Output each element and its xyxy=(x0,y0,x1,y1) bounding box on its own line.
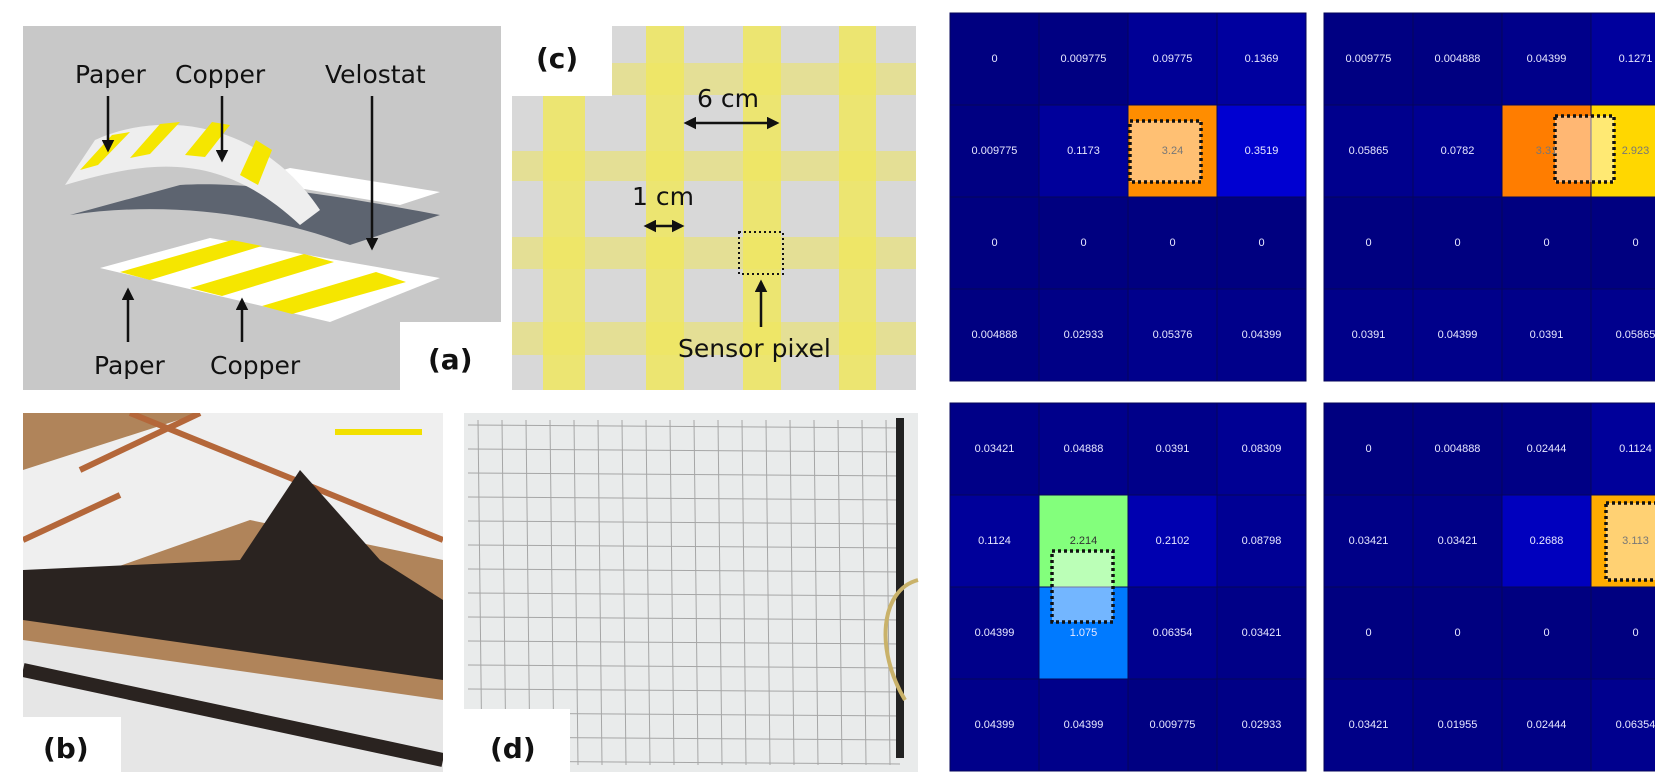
cell-value: 0.04399 xyxy=(1242,329,1282,341)
heatmap: 0 0.004888 0.02444 0.1124 0.03421 0.03421 0.26… xyxy=(1324,403,1655,771)
annotation: 1 cm xyxy=(632,182,694,211)
cell-value: 0.004888 xyxy=(1435,443,1481,455)
cell-value: 0.06354 xyxy=(1153,627,1193,639)
cell-value: 0.02933 xyxy=(1242,719,1282,731)
annotation: Sensor pixel xyxy=(678,334,831,363)
cell-value: 0 xyxy=(1365,237,1371,249)
cell-value: 0 xyxy=(1080,237,1086,249)
cell-value: 0.03421 xyxy=(1349,535,1389,547)
cell-value: 0 xyxy=(1365,627,1371,639)
heatmap-cell xyxy=(1591,197,1655,289)
panel-label: (c) xyxy=(536,42,578,75)
panel-label: (d) xyxy=(490,732,536,765)
cell-value: 0.09775 xyxy=(1153,53,1193,65)
cell-value: 3.24 xyxy=(1162,145,1183,157)
heatmap: 0.03421 0.04888 0.0391 0.08309 0.1124 2.214 0.… xyxy=(950,403,1306,771)
annotation: Copper xyxy=(210,351,301,380)
cell-value: 0.04399 xyxy=(1438,329,1478,341)
cell-value: 0.1271 xyxy=(1619,53,1653,65)
cell-value: 0.0391 xyxy=(1352,329,1386,341)
scale-bar xyxy=(335,429,422,435)
cell-value: 0.01955 xyxy=(1438,719,1478,731)
cell-value: 0.04399 xyxy=(975,627,1015,639)
cell-value: 0.009775 xyxy=(972,145,1018,157)
cell-value: 0.2688 xyxy=(1530,535,1564,547)
cell-value: 0.1124 xyxy=(978,535,1011,547)
cell-value: 0.04888 xyxy=(1064,443,1104,455)
cell-value: 0.04399 xyxy=(1527,53,1567,65)
cell-value: 0.08309 xyxy=(1242,443,1282,455)
cell-value: 0 xyxy=(1543,237,1549,249)
cell-value: 0.08798 xyxy=(1242,535,1282,547)
heatmaps: 0 0.009775 0.09775 0.1369 0.009775 0.1173 3.24… xyxy=(950,13,1655,771)
cell-value: 0.1124 xyxy=(1619,443,1652,455)
cell-value: 2.214 xyxy=(1070,535,1098,547)
cell-value: 0 xyxy=(991,53,997,65)
cell-value: 0 xyxy=(1169,237,1175,249)
cell-value: 0.05376 xyxy=(1153,329,1193,341)
panel-label: (a) xyxy=(428,343,473,376)
annotation: Paper xyxy=(75,60,147,89)
panel-c: (c) 6 cm 1 cm Sensor pixel xyxy=(512,26,916,390)
cell-value: 0.1173 xyxy=(1067,145,1100,157)
cell-value: 2.923 xyxy=(1622,145,1650,157)
press-overlay xyxy=(1052,551,1113,622)
cell-value: 0.03421 xyxy=(1349,719,1389,731)
cell-value: 0 xyxy=(1454,627,1460,639)
cell-value: 0.009775 xyxy=(1150,719,1196,731)
heatmap: 0.009775 0.004888 0.04399 0.1271 0.05865 0.07… xyxy=(1324,13,1655,381)
cell-value: 3.31 xyxy=(1536,145,1557,157)
cell-value: 0.0391 xyxy=(1156,443,1190,455)
cell-value: 0.03421 xyxy=(1242,627,1282,639)
cell-value: 1.075 xyxy=(1070,627,1098,639)
cell-value: 0 xyxy=(1632,627,1638,639)
cell-value: 0.03421 xyxy=(975,443,1015,455)
cell-value: 0.02444 xyxy=(1527,719,1567,731)
cell-value: 0 xyxy=(1258,237,1264,249)
cell-value: 0 xyxy=(1454,237,1460,249)
cell-value: 0.004888 xyxy=(972,329,1018,341)
cell-value: 0 xyxy=(1632,237,1638,249)
cell-value: 0.06354 xyxy=(1616,719,1655,731)
heatmap: 0 0.009775 0.09775 0.1369 0.009775 0.1173 3.24… xyxy=(950,13,1306,381)
panel-b: (b) xyxy=(23,413,443,773)
cell-value: 0.0391 xyxy=(1530,329,1564,341)
cell-value: 0 xyxy=(1543,627,1549,639)
panel-label: (b) xyxy=(43,732,89,765)
annotation: Paper xyxy=(94,351,166,380)
cell-value: 0.03421 xyxy=(1438,535,1478,547)
panel-d: (d) xyxy=(464,413,918,773)
annotation: Velostat xyxy=(325,60,426,89)
annotation: Copper xyxy=(175,60,266,89)
cell-value: 3.113 xyxy=(1622,535,1649,547)
cell-value: 0.02444 xyxy=(1527,443,1567,455)
cell-value: 0 xyxy=(1365,443,1371,455)
cell-value: 0.05865 xyxy=(1349,145,1389,157)
cell-value: 0.04399 xyxy=(1064,719,1104,731)
cell-value: 0.3519 xyxy=(1245,145,1279,157)
cell-value: 0 xyxy=(991,237,997,249)
cell-value: 0.02933 xyxy=(1064,329,1104,341)
figure: Paper Copper Velostat Paper Copper (a) (… xyxy=(0,0,1655,773)
cell-value: 0.2102 xyxy=(1156,535,1190,547)
cell-value: 0.009775 xyxy=(1346,53,1392,65)
cell-value: 0.04399 xyxy=(975,719,1015,731)
cell-value: 0.009775 xyxy=(1061,53,1107,65)
press-overlay xyxy=(1555,116,1614,182)
panel-a: Paper Copper Velostat Paper Copper (a) xyxy=(23,26,501,390)
annotation: 6 cm xyxy=(697,84,759,113)
heatmap-cell xyxy=(1591,587,1655,679)
cell-value: 0.004888 xyxy=(1435,53,1481,65)
cell-value: 0.05865 xyxy=(1616,329,1655,341)
cell-value: 0.1369 xyxy=(1245,53,1279,65)
cell-value: 0.0782 xyxy=(1441,145,1475,157)
